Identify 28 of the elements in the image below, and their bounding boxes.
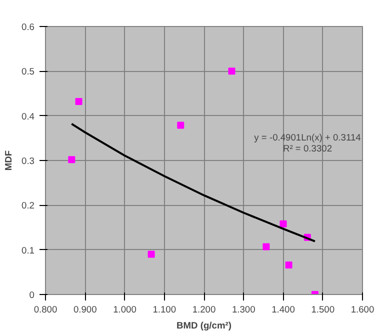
- point: [75, 98, 82, 106]
- point: [285, 262, 292, 269]
- annotation: R² = 0.3302: [283, 144, 332, 154]
- y-tick-label: 0: [29, 290, 35, 300]
- x-tick-label: 1.500: [311, 304, 335, 314]
- x-tick-label: 1.300: [232, 304, 256, 314]
- x-tick-label: 0.900: [73, 304, 97, 314]
- x-tick-label: 1.600: [350, 304, 374, 314]
- point: [262, 243, 270, 250]
- point: [148, 250, 155, 258]
- y-tick-label: 0.5: [22, 66, 34, 77]
- y-tick-label: 0.6: [22, 22, 34, 32]
- y-axis-title: MDF: [4, 150, 14, 171]
- x-tick-label: 1.100: [152, 304, 176, 314]
- point: [68, 156, 76, 164]
- annotation: y = -0.4901Ln(x) + 0.3114: [254, 132, 361, 142]
- y-tick-label: 0.2: [22, 200, 34, 211]
- y-tick-label: 0.1: [22, 245, 34, 256]
- x-tick-label: 1.200: [192, 304, 216, 314]
- x-tick-label: 0.800: [34, 304, 58, 314]
- x-axis-title: BMD (g/cm²): [176, 320, 232, 330]
- point: [228, 68, 236, 75]
- x-tick-label: 1.000: [113, 304, 136, 314]
- y-tick-label: 0.3: [22, 156, 34, 166]
- x-tick-label: 1.400: [272, 304, 295, 314]
- point: [280, 220, 287, 228]
- y-tick-label: 0.4: [22, 111, 34, 122]
- point: [177, 122, 184, 129]
